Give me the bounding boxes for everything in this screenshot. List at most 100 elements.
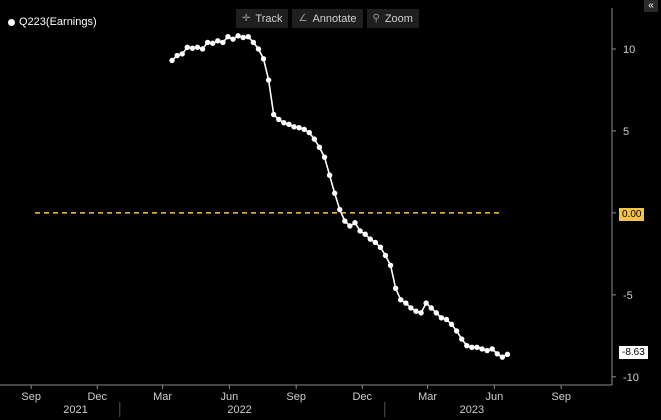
data-point <box>276 116 282 123</box>
data-point <box>301 126 307 132</box>
year-label: 2022 <box>227 404 251 416</box>
data-point <box>337 206 343 213</box>
data-point <box>199 46 206 52</box>
legend-dot-icon <box>8 18 15 26</box>
x-tick-label: Mar <box>418 391 437 403</box>
data-point <box>291 124 297 130</box>
data-point <box>255 46 262 52</box>
data-point <box>230 36 236 42</box>
data-point <box>220 39 226 46</box>
data-point <box>316 144 323 151</box>
data-point <box>494 351 500 357</box>
annotate-button[interactable]: ∠ Annotate <box>292 9 363 28</box>
data-point <box>194 44 201 51</box>
data-point <box>367 236 373 242</box>
data-point <box>408 305 414 311</box>
data-point <box>464 342 470 349</box>
zoom-label: Zoom <box>384 12 413 25</box>
data-point <box>433 310 440 316</box>
series-line <box>171 34 508 359</box>
data-point <box>215 38 221 44</box>
data-point <box>469 344 475 350</box>
data-point <box>392 285 399 291</box>
data-point <box>347 223 353 229</box>
data-point <box>357 228 363 234</box>
data-point <box>245 33 251 40</box>
data-point <box>377 244 384 251</box>
data-point <box>311 136 318 142</box>
data-point <box>189 45 196 51</box>
data-point <box>184 44 191 51</box>
data-point <box>398 297 404 303</box>
crosshair-icon: ✛ <box>242 13 251 24</box>
data-point <box>504 351 511 358</box>
data-point <box>250 39 257 46</box>
data-point <box>179 51 185 57</box>
data-point <box>372 239 379 246</box>
legend-label: Q223(Earnings) <box>19 16 97 28</box>
x-tick-label: Dec <box>352 391 372 403</box>
pencil-icon: ∠ <box>298 13 308 24</box>
data-point <box>474 344 480 350</box>
data-point <box>362 231 368 237</box>
track-label: Track <box>255 12 283 25</box>
x-tick-label: Sep <box>21 391 41 403</box>
data-point <box>418 310 424 316</box>
data-point <box>403 300 409 306</box>
data-point <box>260 56 267 62</box>
year-label: 2023 <box>460 404 484 416</box>
track-button[interactable]: ✛ Track <box>236 9 289 28</box>
y-tick-label: 5 <box>623 126 629 138</box>
x-tick-label: Jun <box>221 391 239 403</box>
data-point <box>306 129 312 136</box>
x-tick-label: Sep <box>551 391 571 403</box>
annotate-label: Annotate <box>312 12 357 25</box>
data-point <box>387 262 394 269</box>
data-point <box>453 328 460 334</box>
zoom-button[interactable]: ⚲ Zoom <box>366 9 419 28</box>
data-point <box>210 40 216 46</box>
data-point <box>382 252 389 259</box>
data-point <box>321 154 328 160</box>
data-point <box>499 354 506 360</box>
data-point <box>352 220 358 226</box>
x-tick-label: Jun <box>486 391 504 403</box>
data-point <box>423 300 429 306</box>
data-point <box>342 218 348 224</box>
data-point <box>428 305 434 311</box>
data-point <box>413 308 419 314</box>
x-tick-label: Dec <box>87 391 107 403</box>
data-point <box>459 336 465 342</box>
data-point <box>484 347 490 354</box>
collapse-button[interactable]: « <box>644 0 658 12</box>
data-point <box>286 121 292 128</box>
last-value-tag: -8.63 <box>619 346 648 359</box>
data-point <box>479 346 485 352</box>
x-tick-label: Mar <box>153 391 172 403</box>
data-point <box>270 111 277 118</box>
data-point <box>204 39 211 46</box>
x-tick-label: Sep <box>286 391 306 403</box>
y-tick-label: -5 <box>623 290 633 302</box>
y-tick-label: -10 <box>623 372 639 384</box>
data-point <box>174 52 180 59</box>
data-point <box>326 172 333 178</box>
data-point <box>443 316 450 323</box>
data-point <box>448 321 455 328</box>
data-point <box>169 57 175 64</box>
magnifier-icon: ⚲ <box>372 13 380 24</box>
legend: Q223(Earnings) <box>8 16 97 28</box>
y-tick-label: 10 <box>623 44 635 56</box>
data-point <box>331 190 338 196</box>
data-point <box>281 120 287 126</box>
data-point <box>489 346 495 352</box>
data-point <box>225 33 231 40</box>
data-point <box>235 33 241 39</box>
data-point <box>438 315 445 321</box>
data-point <box>265 77 272 83</box>
chart-toolbar: ✛ Track ∠ Annotate ⚲ Zoom <box>236 9 419 28</box>
year-label: 2021 <box>63 404 87 416</box>
data-point <box>240 34 246 41</box>
data-point <box>296 124 302 131</box>
